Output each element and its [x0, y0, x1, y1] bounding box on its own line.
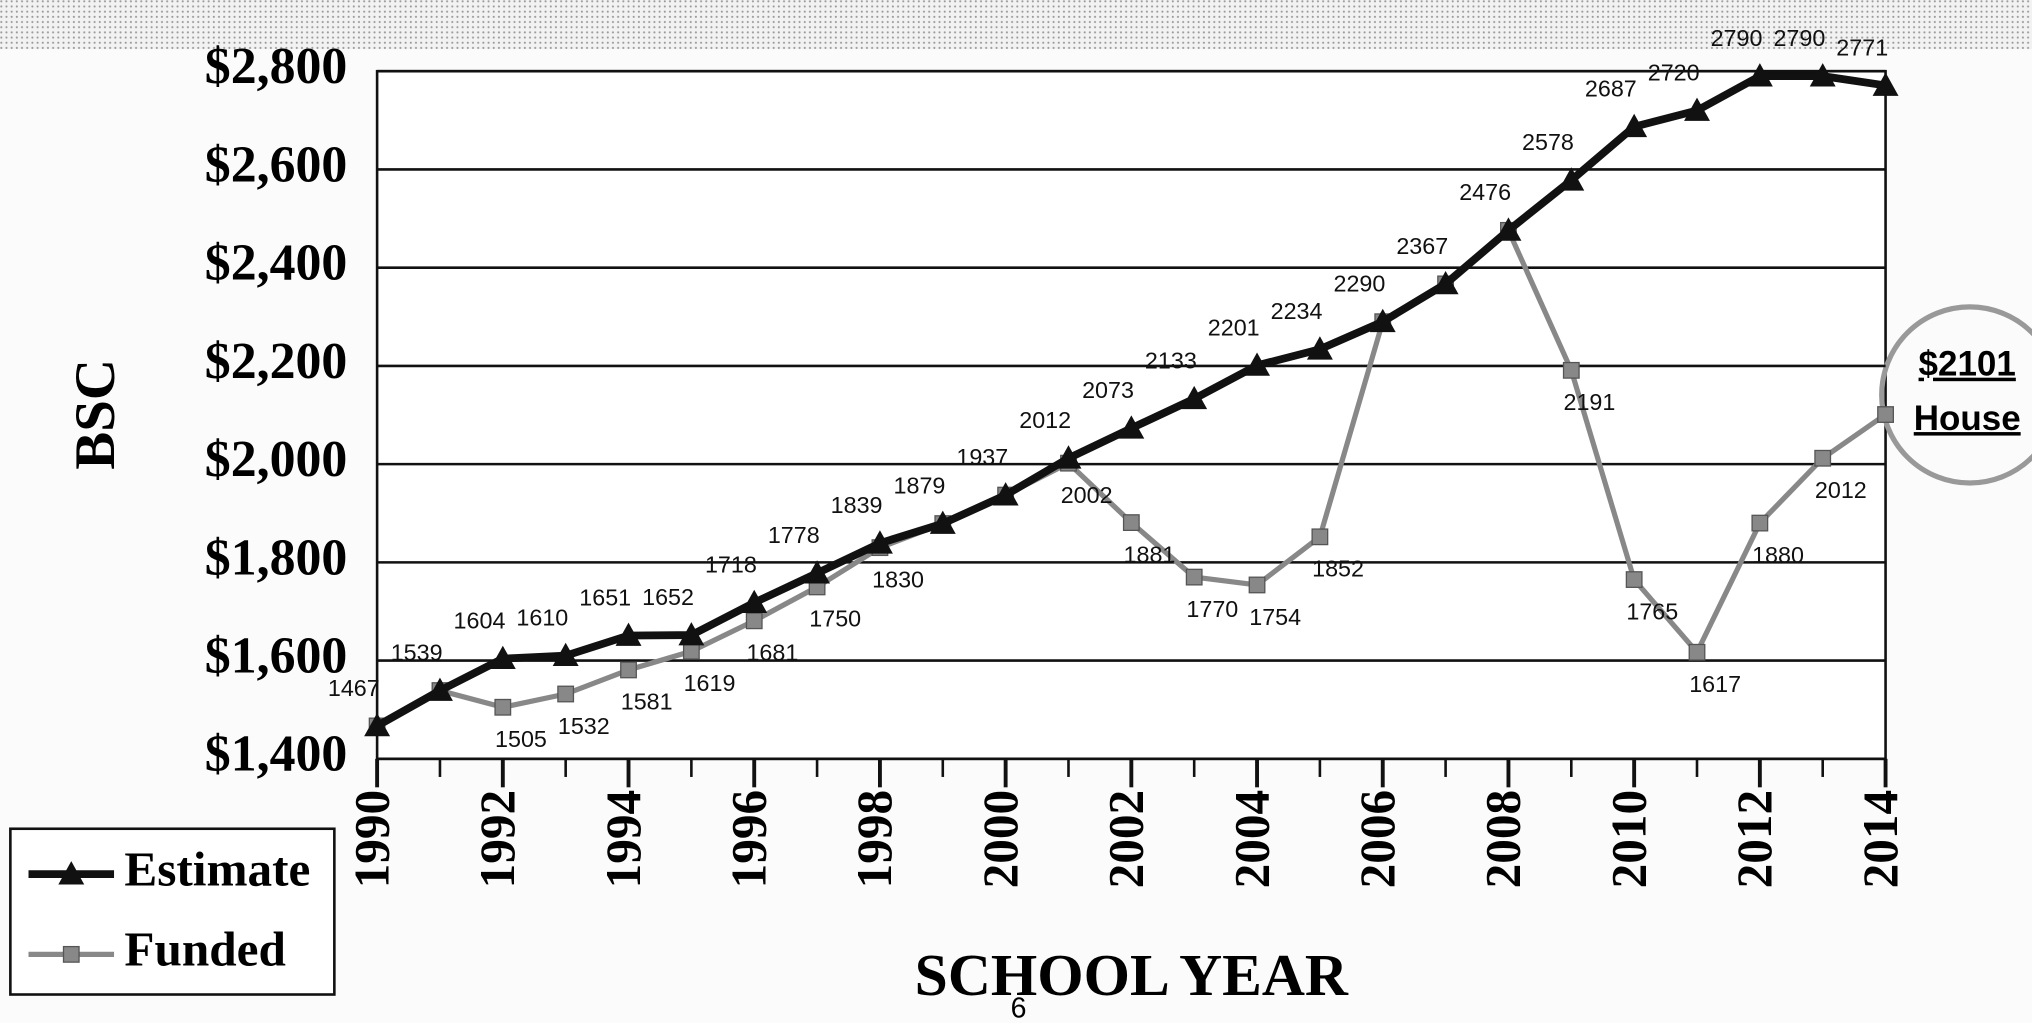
data-label: 2790 [1711, 25, 1763, 51]
data-label: 2687 [1585, 76, 1637, 102]
data-label: 2771 [1836, 34, 1888, 60]
x-tick-label: 1992 [470, 790, 525, 888]
data-label: 2720 [1648, 59, 1700, 85]
y-tick-label: $2,400 [205, 235, 348, 292]
data-label: 1879 [894, 472, 946, 498]
x-tick-label: 1996 [722, 790, 777, 888]
x-tick-label: 1990 [344, 790, 399, 888]
data-label: 2073 [1082, 377, 1134, 403]
data-label: 2002 [1061, 482, 1113, 508]
x-tick-label: 1994 [596, 790, 651, 888]
x-tick-label: 1998 [847, 790, 902, 888]
data-label: 1617 [1689, 671, 1741, 697]
y-tick-label: $2,200 [205, 333, 348, 390]
data-point [1878, 407, 1894, 423]
x-axis-label: SCHOOL YEAR [915, 942, 1349, 1008]
data-label: 2290 [1333, 271, 1385, 297]
x-tick-label: 2008 [1476, 790, 1531, 888]
data-label: 2790 [1773, 25, 1825, 51]
y-axis-label: BSC [64, 359, 127, 470]
data-point [1815, 450, 1831, 466]
legend-label: Estimate [124, 841, 310, 896]
data-label: 1754 [1249, 604, 1301, 630]
data-label: 2012 [1019, 407, 1071, 433]
data-label: 1778 [768, 522, 820, 548]
data-label: 2234 [1271, 298, 1323, 324]
data-point [558, 686, 574, 702]
data-point [1249, 577, 1265, 593]
data-point [684, 644, 700, 660]
data-label: 1539 [391, 639, 443, 665]
data-label: 1467 [328, 675, 380, 701]
x-tick-label: 2000 [973, 790, 1028, 888]
data-label: 1881 [1124, 541, 1176, 567]
data-label: 1505 [495, 726, 547, 752]
data-label: $2101 [1919, 345, 2016, 384]
data-label: 1532 [558, 713, 610, 739]
legend-marker [64, 947, 80, 963]
chart: BSC SCHOOL YEAR 6 $1,400 $1,600 $1,800 $2,0… [0, 0, 2032, 1023]
data-label: 1839 [831, 492, 883, 518]
data-label: 1770 [1186, 596, 1238, 622]
data-label: 2133 [1145, 348, 1197, 374]
data-label: 2578 [1522, 129, 1574, 155]
x-tick-label: 2002 [1099, 790, 1154, 888]
y-tick-label: $1,600 [205, 628, 348, 685]
data-label: 1604 [454, 608, 506, 634]
data-point [621, 662, 637, 678]
data-label: 2191 [1564, 389, 1616, 415]
data-label: 1610 [516, 605, 568, 631]
y-tick-label: $2,000 [205, 431, 348, 488]
data-point [1626, 572, 1642, 588]
data-label: 1880 [1752, 542, 1804, 568]
annotation: House [1914, 399, 2021, 438]
y-tick-label: $1,400 [205, 726, 348, 783]
y-tick-label: $1,800 [205, 529, 348, 586]
data-label: 1750 [809, 606, 861, 632]
data-label: 2476 [1459, 179, 1511, 205]
x-tick-label: 2006 [1350, 790, 1405, 888]
x-tick-label: 2010 [1601, 790, 1656, 888]
data-point [1564, 363, 1580, 379]
page-number: 6 [1011, 993, 1027, 1023]
data-label: 1581 [621, 689, 673, 715]
data-label: 1619 [684, 670, 736, 696]
data-point [495, 699, 511, 715]
data-point [1186, 569, 1202, 585]
data-label: 2201 [1208, 314, 1260, 340]
x-tick-label: 2012 [1727, 790, 1782, 888]
data-label: 1718 [705, 552, 757, 578]
data-point [1124, 515, 1140, 531]
data-label: 2367 [1396, 233, 1448, 259]
data-label: 1937 [956, 444, 1008, 470]
y-tick-label: $2,800 [205, 38, 348, 95]
data-point [1689, 644, 1705, 660]
legend-label: Funded [124, 922, 285, 977]
plot-area [377, 71, 1885, 759]
data-label: 1852 [1312, 556, 1364, 582]
data-label: 1681 [746, 640, 798, 666]
data-point [1752, 515, 1768, 531]
x-tick-label: 2014 [1853, 790, 1908, 888]
data-label: 2012 [1815, 477, 1867, 503]
data-label: 1765 [1626, 598, 1678, 624]
y-tick-label: $2,600 [205, 136, 348, 193]
data-label: 1651 [579, 584, 631, 610]
data-point [746, 613, 762, 629]
data-label: 1652 [642, 584, 694, 610]
x-tick-label: 2004 [1224, 790, 1279, 888]
data-point [1312, 529, 1328, 545]
data-label: 1830 [872, 566, 924, 592]
